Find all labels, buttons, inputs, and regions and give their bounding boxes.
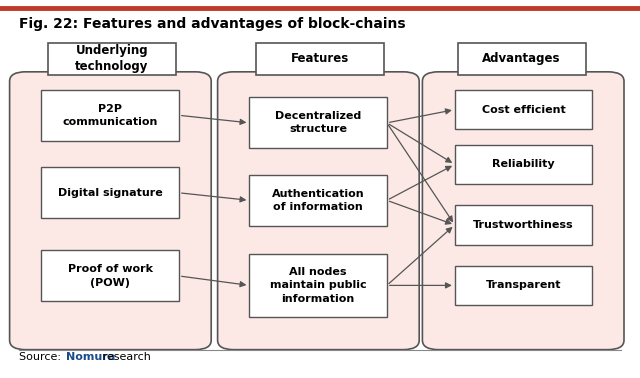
FancyBboxPatch shape [454, 265, 593, 305]
FancyBboxPatch shape [422, 72, 624, 350]
FancyBboxPatch shape [41, 90, 179, 141]
FancyBboxPatch shape [454, 90, 593, 129]
FancyBboxPatch shape [256, 43, 384, 75]
FancyBboxPatch shape [454, 145, 593, 184]
Text: Underlying
technology: Underlying technology [76, 44, 148, 73]
FancyBboxPatch shape [41, 251, 179, 302]
Text: All nodes
maintain public
information: All nodes maintain public information [270, 267, 366, 304]
Text: Trustworthiness: Trustworthiness [473, 220, 574, 230]
Text: Advantages: Advantages [483, 52, 561, 65]
Text: Cost efficient: Cost efficient [482, 105, 565, 115]
Text: Features: Features [291, 52, 349, 65]
Text: Reliability: Reliability [492, 160, 555, 169]
FancyBboxPatch shape [250, 175, 387, 226]
FancyBboxPatch shape [458, 43, 586, 75]
FancyBboxPatch shape [250, 97, 387, 148]
FancyBboxPatch shape [10, 72, 211, 350]
Text: Transparent: Transparent [486, 280, 561, 290]
Text: Nomura: Nomura [66, 352, 115, 362]
Text: Fig. 22: Features and advantages of block-chains: Fig. 22: Features and advantages of bloc… [19, 17, 406, 31]
Text: Source:: Source: [19, 352, 65, 362]
FancyBboxPatch shape [41, 167, 179, 218]
FancyBboxPatch shape [218, 72, 419, 350]
Text: Decentralized
structure: Decentralized structure [275, 111, 361, 135]
FancyBboxPatch shape [454, 205, 593, 245]
FancyBboxPatch shape [48, 43, 176, 75]
Text: Digital signature: Digital signature [58, 188, 163, 198]
Text: P2P
communication: P2P communication [62, 104, 158, 127]
Text: Proof of work
(POW): Proof of work (POW) [68, 264, 152, 288]
Text: Authentication
of information: Authentication of information [272, 189, 364, 212]
Text: research: research [99, 352, 151, 362]
FancyBboxPatch shape [250, 254, 387, 317]
